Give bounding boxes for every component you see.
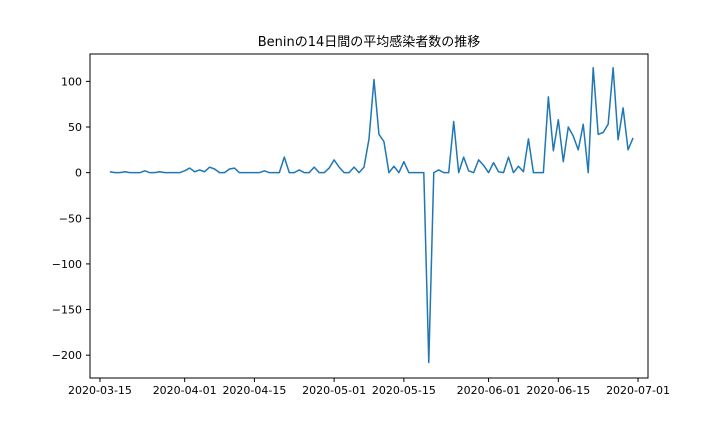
y-tick-label: −50 (59, 212, 82, 225)
chart-title: Beninの14日間の平均感染者数の推移 (258, 34, 481, 50)
y-tick-label: 100 (61, 75, 82, 88)
x-tick-label: 2020-06-15 (526, 384, 590, 397)
x-tick-label: 2020-05-01 (302, 384, 366, 397)
y-tick-label: 0 (75, 167, 82, 180)
x-tick-label: 2020-04-15 (222, 384, 286, 397)
plot-frame (89, 53, 649, 379)
y-tick-label: 50 (68, 121, 82, 134)
x-tick-label: 2020-04-01 (153, 384, 217, 397)
x-tick-label: 2020-03-15 (68, 384, 132, 397)
y-tick-label: −150 (52, 304, 82, 317)
x-tick-label: 2020-06-01 (457, 384, 521, 397)
y-tick-label: −100 (52, 258, 82, 271)
series-line (109, 66, 634, 364)
x-tick-label: 2020-05-15 (372, 384, 436, 397)
axes: −200 −150 −100 −50 0 50 100 2020-03-15 2020-04-0… (52, 53, 670, 397)
x-tick-label: 2020-07-01 (606, 384, 670, 397)
plot-area (109, 66, 634, 364)
y-tick-label: −200 (52, 349, 82, 362)
